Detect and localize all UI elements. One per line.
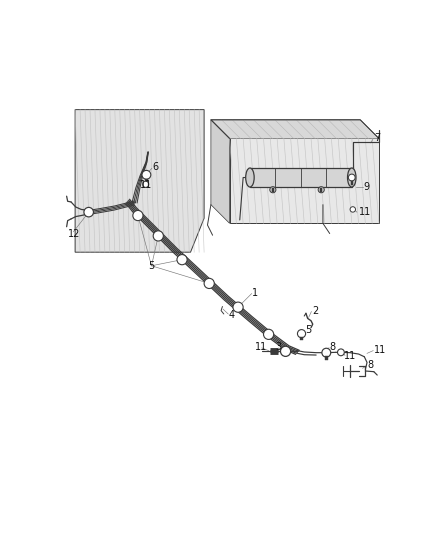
Text: 12: 12 [67,229,80,239]
Circle shape [133,211,143,221]
Polygon shape [211,120,379,139]
Text: 11: 11 [374,345,386,355]
Text: 8: 8 [367,360,373,370]
Bar [250,168,352,187]
Text: 5: 5 [148,261,154,271]
Circle shape [270,187,276,193]
Circle shape [264,329,274,340]
Circle shape [322,348,331,357]
Text: 3: 3 [276,342,282,352]
Bar [145,179,148,183]
Circle shape [350,207,356,212]
Polygon shape [75,110,204,252]
Circle shape [84,207,93,217]
Circle shape [233,302,243,312]
Polygon shape [230,139,379,223]
Bar [350,181,353,184]
Bar [325,356,328,360]
Text: 11: 11 [359,207,371,217]
Circle shape [280,346,291,357]
Ellipse shape [246,168,254,187]
Circle shape [204,278,214,288]
Text: 5: 5 [305,325,311,335]
Bar [272,188,274,192]
Text: 6: 6 [152,163,159,172]
Ellipse shape [347,168,356,187]
Circle shape [143,181,149,188]
Text: 7: 7 [374,133,380,143]
Bar [320,188,322,192]
Text: 9: 9 [364,182,370,192]
Text: 11: 11 [344,351,357,361]
Circle shape [297,329,306,338]
Circle shape [348,174,355,181]
Circle shape [153,231,163,241]
Text: 11: 11 [255,342,267,352]
Circle shape [142,171,151,179]
Bar [300,336,303,340]
Text: 1: 1 [252,288,258,298]
Circle shape [318,187,324,193]
Polygon shape [211,120,230,223]
Circle shape [177,255,187,265]
Text: 2: 2 [312,305,318,316]
Text: 4: 4 [229,310,235,320]
Circle shape [338,349,344,356]
Text: 8: 8 [330,342,336,352]
Text: 11: 11 [140,180,152,190]
